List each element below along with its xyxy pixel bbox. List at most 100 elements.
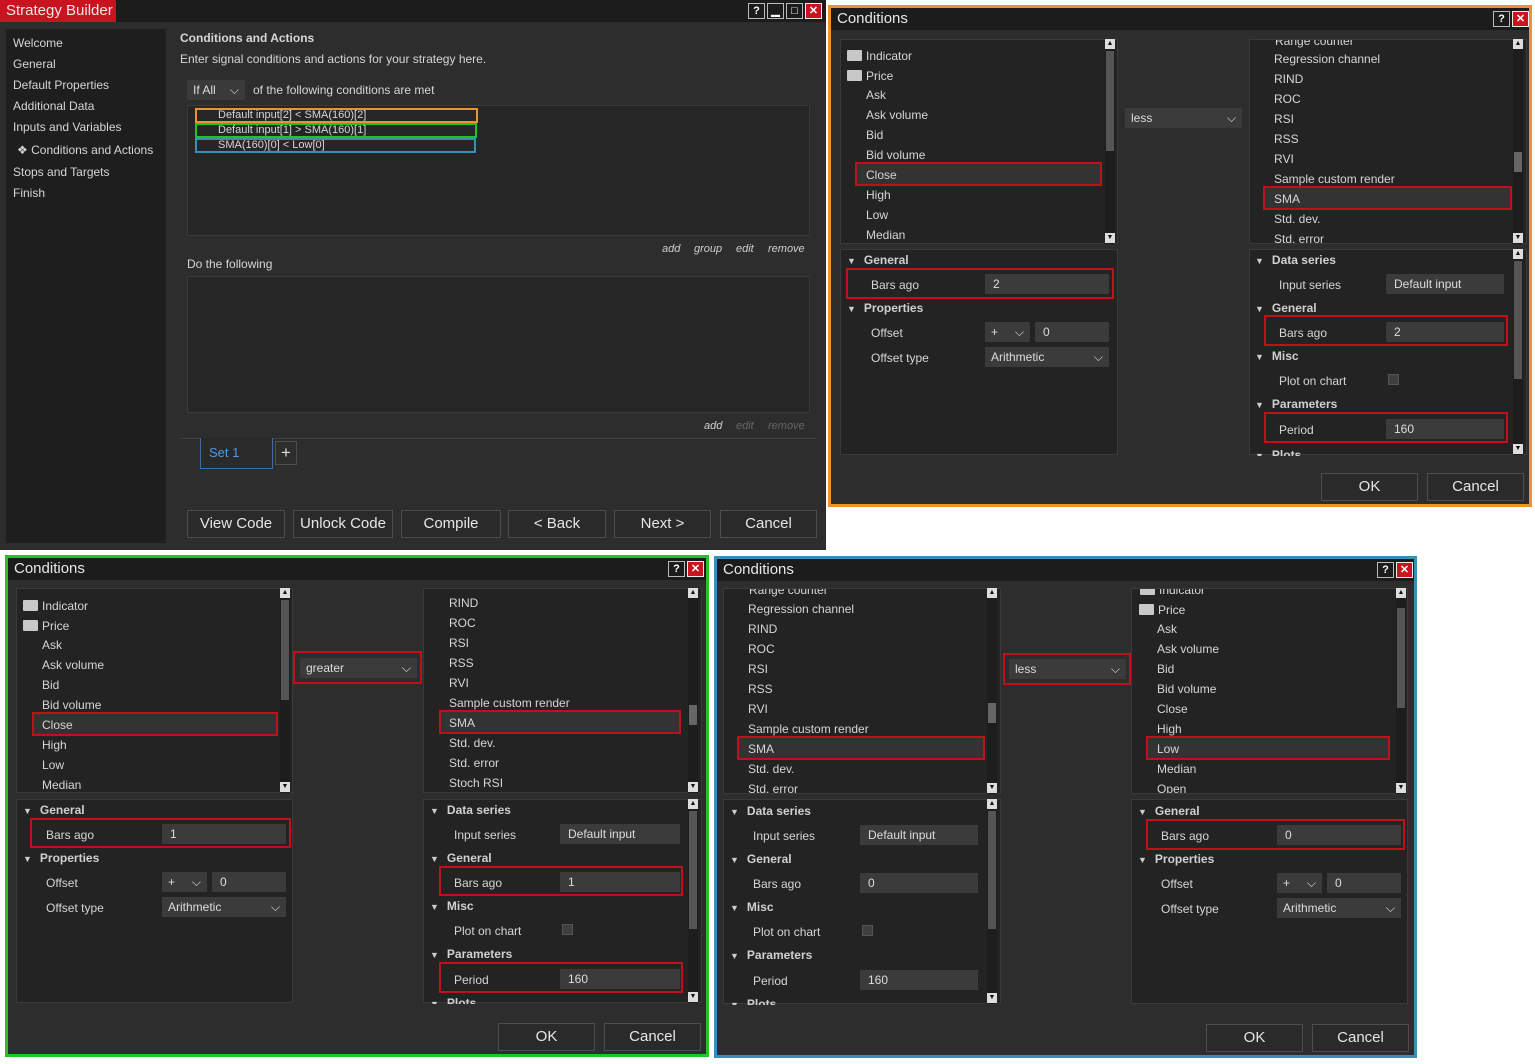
input-series-input[interactable]: Default input (560, 824, 680, 844)
section-misc[interactable]: ▼ Misc (730, 900, 774, 914)
tree-item[interactable]: Std. error (449, 756, 500, 770)
nav-item-inputs-variables[interactable]: Inputs and Variables (13, 120, 122, 134)
close-icon[interactable]: ✕ (687, 561, 704, 577)
offset-type-dropdown[interactable]: Arithmetic ⌵ (985, 347, 1109, 367)
section-properties[interactable]: ▼ Properties (847, 301, 924, 315)
scroll-thumb[interactable] (1514, 261, 1522, 379)
tree-item[interactable]: Std. error (748, 782, 799, 793)
bars-ago-input[interactable]: 1 (162, 824, 286, 844)
section-general[interactable]: ▼ General (430, 851, 492, 865)
conditions-list[interactable]: Default input[2] < SMA(160)[2] Default i… (187, 105, 810, 236)
tree-item-close-selected[interactable]: Close (866, 168, 897, 182)
tree-item[interactable]: Ask volume (1157, 642, 1220, 656)
tree-item[interactable]: RVI (1274, 152, 1294, 166)
nav-item-welcome[interactable]: Welcome (13, 36, 63, 50)
scrollbar[interactable]: ▲ ▼ (1513, 249, 1523, 455)
tree-item-low-selected[interactable]: Low (1157, 742, 1180, 756)
condition-remove-link[interactable]: remove (768, 243, 805, 255)
tree-item[interactable]: High (1157, 722, 1182, 736)
scrollbar[interactable]: ▲ ▼ (688, 588, 698, 793)
tree-item[interactable]: Ask (42, 638, 63, 652)
plot-on-chart-checkbox[interactable] (1388, 374, 1399, 385)
scroll-up-icon[interactable]: ▲ (987, 799, 997, 809)
help-icon[interactable]: ? (1377, 562, 1394, 578)
operator-dropdown[interactable]: less ⌵ (1009, 659, 1126, 679)
section-plots[interactable]: ▼ Plots (1255, 448, 1301, 456)
nav-item-general[interactable]: General (13, 57, 56, 71)
tree-item[interactable]: Close (1157, 702, 1188, 716)
condition-group-link[interactable]: group (694, 243, 723, 255)
action-remove-link[interactable]: remove (768, 420, 805, 432)
tree-item[interactable]: Ask (1157, 622, 1178, 636)
scrollbar[interactable]: ▲ ▼ (1396, 588, 1406, 794)
section-general[interactable]: ▼ General (1138, 804, 1200, 818)
input-series-input[interactable]: Default input (1386, 274, 1504, 294)
tree-item[interactable]: RSI (748, 662, 769, 676)
offset-sign-dropdown[interactable]: + ⌵ (985, 322, 1030, 342)
tree-item[interactable]: Sample custom render (748, 722, 869, 736)
scroll-down-icon[interactable]: ▼ (688, 782, 698, 792)
next-button[interactable]: Next > (614, 510, 711, 538)
tree-item-price[interactable]: Price (23, 619, 69, 633)
period-input[interactable]: 160 (860, 970, 978, 990)
scroll-thumb[interactable] (1397, 608, 1405, 708)
scroll-down-icon[interactable]: ▼ (1105, 233, 1115, 243)
input-series-input[interactable]: Default input (860, 825, 978, 845)
tree-item-price[interactable]: Price (847, 69, 893, 83)
ok-button[interactable]: OK (1321, 473, 1418, 501)
view-code-button[interactable]: View Code (187, 510, 285, 538)
tree-item-indicator[interactable]: Indicator (1140, 589, 1205, 597)
period-input[interactable]: 160 (560, 969, 680, 989)
tab-set-1[interactable]: Set 1 (200, 438, 273, 469)
tree-item[interactable]: RVI (449, 676, 469, 690)
tree-item[interactable]: High (866, 188, 891, 202)
tree-item[interactable]: Median (1157, 762, 1197, 776)
tree-item-price[interactable]: Price (1139, 603, 1185, 617)
actions-list[interactable] (187, 276, 810, 413)
tree-item[interactable]: RIND (748, 622, 778, 636)
tree-item[interactable]: Bid (866, 128, 884, 142)
offset-input[interactable]: 0 (1035, 322, 1109, 342)
scroll-up-icon[interactable]: ▲ (987, 588, 997, 598)
scroll-down-icon[interactable]: ▼ (688, 992, 698, 1002)
tree-item[interactable]: Std. dev. (449, 736, 496, 750)
offset-type-dropdown[interactable]: Arithmetic ⌵ (1277, 898, 1401, 918)
cancel-button[interactable]: Cancel (720, 510, 817, 538)
condition-1[interactable]: Default input[2] < SMA(160)[2] (195, 108, 478, 123)
tree-item[interactable]: High (42, 738, 67, 752)
tree-item[interactable]: Median (42, 778, 82, 792)
compile-button[interactable]: Compile (401, 510, 501, 538)
scrollbar[interactable]: ▲ ▼ (987, 588, 997, 794)
tree-item[interactable]: Std. error (1274, 232, 1325, 243)
offset-input[interactable]: 0 (1327, 873, 1401, 893)
tree-item[interactable]: Ask (866, 88, 887, 102)
tree-item-sma-selected[interactable]: SMA (748, 742, 775, 756)
section-parameters[interactable]: ▼ Parameters (430, 947, 513, 961)
bars-ago-input[interactable]: 1 (560, 872, 680, 892)
plot-on-chart-checkbox[interactable] (562, 924, 573, 935)
tree-item[interactable]: Std. dev. (748, 762, 795, 776)
cancel-button[interactable]: Cancel (604, 1023, 701, 1051)
tree-item[interactable]: Bid volume (1157, 682, 1217, 696)
if-all-dropdown[interactable]: If All ⌵ (187, 80, 245, 100)
cancel-button[interactable]: Cancel (1312, 1024, 1409, 1052)
nav-item-stops-targets[interactable]: Stops and Targets (13, 165, 110, 179)
condition-edit-link[interactable]: edit (736, 243, 754, 255)
offset-type-dropdown[interactable]: Arithmetic ⌵ (162, 897, 286, 917)
tree-item[interactable]: Regression channel (748, 602, 855, 616)
scroll-up-icon[interactable]: ▲ (1105, 39, 1115, 49)
scroll-thumb[interactable] (689, 811, 697, 929)
nav-item-default-properties[interactable]: Default Properties (13, 78, 110, 92)
back-button[interactable]: < Back (508, 510, 606, 538)
section-general[interactable]: ▼ General (847, 253, 909, 267)
ok-button[interactable]: OK (498, 1023, 595, 1051)
condition-2[interactable]: Default input[1] > SMA(160)[1] (195, 123, 477, 138)
tree-item[interactable]: RVI (748, 702, 768, 716)
scrollbar[interactable]: ▲ ▼ (1513, 39, 1523, 244)
tree-item[interactable]: RSI (1274, 112, 1295, 126)
add-set-button[interactable]: + (275, 441, 297, 465)
scroll-thumb[interactable] (1514, 152, 1522, 172)
scrollbar[interactable]: ▲ ▼ (1105, 39, 1115, 244)
section-general[interactable]: ▼ General (730, 852, 792, 866)
tree-item[interactable]: Bid (42, 678, 60, 692)
